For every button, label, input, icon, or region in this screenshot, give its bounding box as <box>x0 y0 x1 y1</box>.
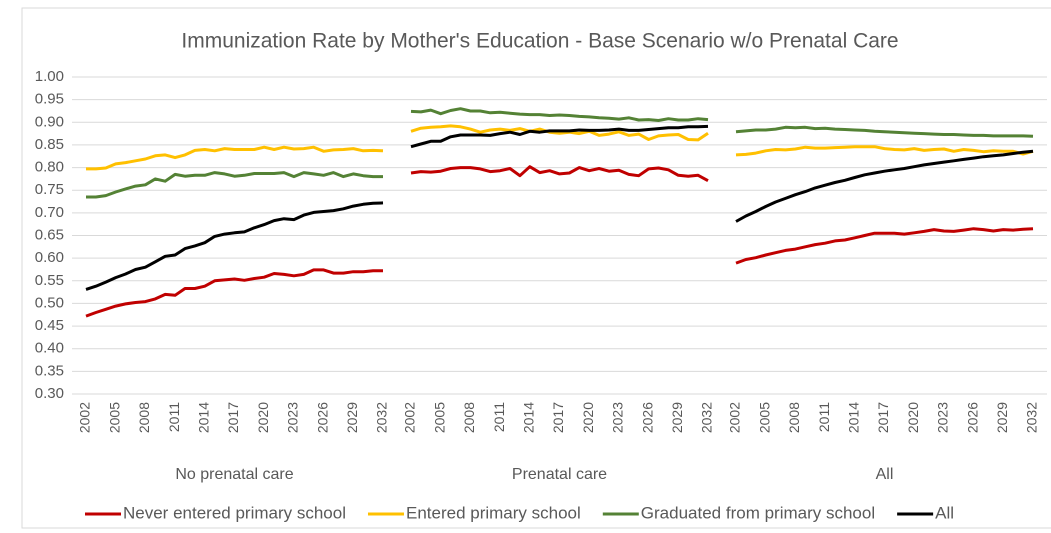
series-line <box>410 124 709 149</box>
x-tick-label: 2002 <box>727 402 743 433</box>
series-line <box>735 125 1034 138</box>
x-tick-label: 2014 <box>196 402 212 433</box>
legend-label: Graduated from primary school <box>641 503 875 522</box>
y-tick-label: 0.95 <box>35 91 64 108</box>
x-tick-label: 2020 <box>255 402 271 433</box>
y-tick-label: 0.55 <box>35 272 64 289</box>
y-tick-label: 0.50 <box>35 294 64 311</box>
series-line <box>85 268 383 318</box>
x-tick-label: 2029 <box>344 402 360 433</box>
y-tick-label: 0.75 <box>35 181 64 198</box>
x-tick-label: 2005 <box>106 402 122 433</box>
x-tick-label: 2005 <box>756 402 772 433</box>
x-tick-label: 2032 <box>699 402 715 433</box>
x-tick-label: 2002 <box>402 402 418 433</box>
x-tick-label: 2029 <box>669 402 685 433</box>
y-tick-label: 0.30 <box>35 385 64 402</box>
chart-title: Immunization Rate by Mother's Education … <box>181 30 898 53</box>
x-tick-label: 2029 <box>994 402 1010 433</box>
x-tick-label: 2026 <box>314 402 330 433</box>
x-tick-label: 2008 <box>461 402 477 433</box>
x-tick-label: 2011 <box>166 402 182 432</box>
x-tick-label: 2014 <box>521 402 537 433</box>
series-line <box>85 201 384 291</box>
legend-label: Entered primary school <box>406 503 581 522</box>
x-tick-label: 2017 <box>550 402 566 433</box>
panel-label: Prenatal care <box>512 466 607 483</box>
x-tick-label: 2026 <box>639 402 655 433</box>
series-line <box>410 124 709 142</box>
x-tick-label: 2023 <box>285 402 301 433</box>
x-tick-label: 2011 <box>816 402 832 432</box>
x-tick-label: 2008 <box>786 402 802 433</box>
x-tick-label: 2026 <box>964 402 980 433</box>
x-tick-label: 2017 <box>875 402 891 433</box>
series-line <box>735 145 1034 157</box>
y-tick-label: 0.80 <box>35 159 64 176</box>
chart-border <box>21 7 1051 529</box>
x-tick-label: 2032 <box>374 402 390 433</box>
y-tick-label: 0.40 <box>35 340 64 357</box>
series-line <box>735 227 1034 265</box>
x-tick-label: 2011 <box>491 402 507 432</box>
y-tick-label: 0.65 <box>35 226 64 243</box>
y-tick-label: 1.00 <box>35 68 64 85</box>
series-line <box>410 165 709 183</box>
series-line <box>86 171 383 199</box>
x-tick-label: 2002 <box>77 402 93 433</box>
y-tick-label: 0.45 <box>35 317 64 334</box>
x-tick-label: 2017 <box>225 402 241 433</box>
y-tick-label: 0.85 <box>35 136 64 153</box>
y-tick-label: 0.60 <box>35 249 64 266</box>
y-tick-label: 0.90 <box>35 113 64 130</box>
series-line <box>410 107 709 122</box>
series-line <box>735 149 1034 223</box>
x-tick-label: 2005 <box>431 402 447 433</box>
y-tick-label: 0.70 <box>35 204 64 221</box>
x-tick-label: 2008 <box>136 402 152 433</box>
x-tick-label: 2023 <box>610 402 626 433</box>
series-line <box>86 145 384 171</box>
panel-label: No prenatal care <box>175 466 293 483</box>
x-tick-label: 2032 <box>1024 402 1040 433</box>
x-tick-label: 2020 <box>580 402 596 433</box>
x-tick-label: 2014 <box>846 402 862 433</box>
legend-label: Never entered primary school <box>123 503 346 522</box>
legend-label: All <box>935 503 954 522</box>
x-tick-label: 2020 <box>905 402 921 433</box>
y-tick-label: 0.35 <box>35 362 64 379</box>
panel-label: All <box>876 466 894 483</box>
x-tick-label: 2023 <box>935 402 951 433</box>
